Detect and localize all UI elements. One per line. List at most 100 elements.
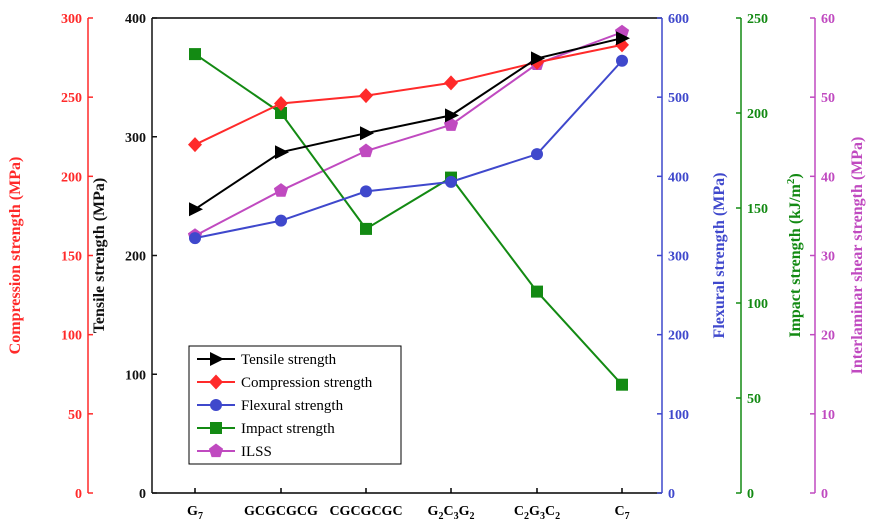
tick-label-imp: 50 bbox=[747, 392, 761, 407]
x-tick-label-part: 3 bbox=[454, 511, 459, 522]
x-tick-label-part: G bbox=[459, 504, 470, 519]
axis-title-tail: ) bbox=[787, 173, 804, 178]
x-tick-label: G2C3G2 bbox=[428, 504, 475, 522]
tick-label-ilss: 20 bbox=[821, 329, 835, 344]
data-point-flexural-strength bbox=[616, 54, 628, 67]
data-point-tensile-strength bbox=[531, 51, 545, 66]
tick-label-flex: 0 bbox=[668, 487, 675, 502]
data-point-flexural-strength bbox=[445, 175, 457, 188]
tick-label-comp: 200 bbox=[61, 170, 82, 185]
data-point-tensile-strength bbox=[360, 126, 374, 141]
x-tick-label-part: G bbox=[428, 504, 439, 519]
axis-tens: 0 100 200 300 400 Tensile strength (MPa) bbox=[91, 12, 157, 502]
x-tick-label: CGCGCGC bbox=[329, 504, 402, 519]
axis-comp: 0 50 100 150 200 250 300 Compression strength (… bbox=[7, 12, 93, 502]
tick-label-ilss: 0 bbox=[821, 487, 828, 502]
tick-label-flex: 400 bbox=[668, 170, 689, 185]
legend-item-impact-strength: Impact strength bbox=[197, 421, 335, 437]
tick-label-flex: 100 bbox=[668, 408, 689, 423]
x-tick-label: GCGCGCG bbox=[244, 504, 318, 519]
tick-label-tens: 100 bbox=[125, 368, 146, 383]
x-tick-label-part: C bbox=[545, 504, 555, 519]
x-tick-label-part: 2 bbox=[524, 511, 529, 522]
tick-label-imp: 100 bbox=[747, 297, 768, 312]
tick-label-flex: 300 bbox=[668, 250, 689, 265]
series-line-compression-strength bbox=[194, 43, 623, 146]
x-tick-label: G7 bbox=[187, 504, 203, 522]
tick-label-comp: 50 bbox=[68, 408, 82, 423]
data-point-impact-strength bbox=[616, 378, 628, 391]
legend-item-ilss: ILSS bbox=[197, 443, 272, 460]
axis-title-tens: Tensile strength (MPa) bbox=[91, 178, 108, 334]
legend-swatch-marker bbox=[210, 352, 224, 366]
tick-label-ilss: 50 bbox=[821, 91, 835, 106]
series-layer bbox=[187, 24, 630, 391]
data-point-compression-strength bbox=[274, 96, 288, 111]
axis-flex: 0 100 200 300 400 500 600 Flexural strength (MP… bbox=[657, 12, 728, 502]
series-flexural-strength bbox=[189, 54, 628, 245]
data-point-tensile-strength bbox=[445, 108, 459, 123]
axis-title-text: Impact strength (kJ/m bbox=[787, 184, 804, 338]
data-point-tensile-strength bbox=[275, 145, 289, 160]
x-tick-label-part: G bbox=[529, 504, 540, 519]
axis-title-comp: Compression strength (MPa) bbox=[7, 157, 24, 355]
tick-label-flex: 600 bbox=[668, 12, 689, 27]
data-point-ilss bbox=[273, 183, 289, 197]
data-point-flexural-strength bbox=[360, 185, 372, 198]
tick-label-comp: 250 bbox=[61, 91, 82, 106]
axis-imp: 0 50 100 150 200 250 Impact strength (kJ/m2) bbox=[736, 12, 804, 502]
legend-label: Tensile strength bbox=[241, 352, 337, 368]
tick-label-flex: 500 bbox=[668, 91, 689, 106]
legend-label: Compression strength bbox=[241, 375, 373, 391]
tick-label-ilss: 30 bbox=[821, 250, 835, 265]
tick-label-imp: 0 bbox=[747, 487, 754, 502]
tick-label-comp: 300 bbox=[61, 12, 82, 27]
data-point-impact-strength bbox=[360, 222, 372, 235]
series-line-flexural-strength bbox=[194, 60, 623, 240]
data-point-compression-strength bbox=[359, 88, 373, 104]
data-point-tensile-strength bbox=[616, 31, 630, 46]
data-point-impact-strength bbox=[189, 48, 201, 61]
x-tick-label-part: GCGCGCG bbox=[244, 504, 318, 519]
x-tick-label-part: C bbox=[614, 504, 624, 519]
tick-label-flex: 200 bbox=[668, 329, 689, 344]
data-point-compression-strength bbox=[188, 137, 202, 153]
tick-label-tens: 0 bbox=[139, 487, 146, 502]
x-tick-label-part: 2 bbox=[438, 511, 443, 522]
data-point-impact-strength bbox=[275, 107, 287, 119]
axis-title-text: Tensile strength (MPa) bbox=[91, 178, 108, 334]
tick-label-tens: 200 bbox=[125, 250, 146, 265]
series-impact-strength bbox=[189, 48, 628, 391]
x-tick-label: C7 bbox=[614, 504, 629, 522]
legend-label: Flexural strength bbox=[241, 398, 344, 414]
x-tick-label-part: G bbox=[187, 504, 198, 519]
x-tick-label-part: 7 bbox=[198, 511, 203, 522]
legend: Tensile strength Compression strength Flex… bbox=[188, 345, 402, 465]
data-point-ilss bbox=[358, 143, 374, 158]
axis-title-text: Compression strength (MPa) bbox=[7, 157, 24, 355]
legend-item-tensile-strength: Tensile strength bbox=[197, 352, 337, 368]
tick-label-imp: 200 bbox=[747, 107, 768, 122]
tick-label-comp: 150 bbox=[61, 250, 82, 265]
x-tick-label-part: 2 bbox=[469, 511, 474, 522]
axis-title-flex: Flexural strength (MPa) bbox=[711, 173, 728, 339]
legend-swatch-marker bbox=[209, 374, 223, 390]
legend-label: ILSS bbox=[241, 444, 272, 460]
legend-label: Impact strength bbox=[241, 421, 335, 437]
tick-label-ilss: 40 bbox=[821, 170, 835, 185]
tick-label-tens: 400 bbox=[125, 12, 146, 27]
x-tick-label-part: CGCGCGC bbox=[329, 504, 402, 519]
x-tick-label-part: C bbox=[443, 504, 453, 519]
tick-label-comp: 0 bbox=[75, 487, 82, 502]
x-tick-label-part: 7 bbox=[625, 511, 630, 522]
axis-title-text: Interlaminar shear strength (MPa) bbox=[849, 137, 866, 375]
legend-item-compression-strength: Compression strength bbox=[197, 374, 373, 391]
data-point-flexural-strength bbox=[189, 232, 201, 245]
x-tick-label-part: 3 bbox=[540, 511, 545, 522]
data-point-tensile-strength bbox=[189, 202, 203, 217]
legend-swatch-marker bbox=[210, 399, 222, 411]
series-tensile-strength bbox=[189, 31, 630, 217]
data-point-compression-strength bbox=[444, 75, 458, 91]
tick-label-ilss: 60 bbox=[821, 12, 835, 27]
